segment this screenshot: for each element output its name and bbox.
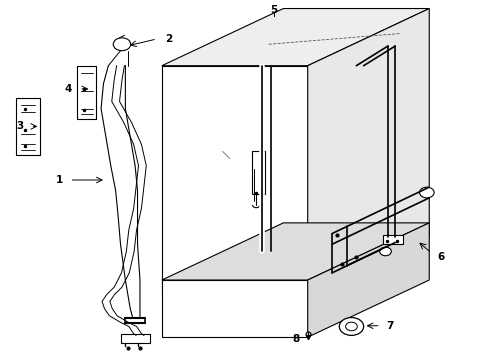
Text: 4: 4: [65, 84, 72, 94]
Circle shape: [339, 318, 363, 336]
Bar: [251, 152, 265, 194]
Circle shape: [113, 38, 130, 51]
Circle shape: [379, 247, 390, 256]
Text: 3: 3: [16, 121, 23, 131]
Circle shape: [345, 322, 357, 331]
Text: 7: 7: [386, 321, 393, 331]
Polygon shape: [162, 66, 307, 294]
Polygon shape: [307, 223, 428, 337]
Text: 1: 1: [56, 175, 63, 185]
Text: 5: 5: [269, 5, 277, 15]
Text: 6: 6: [437, 252, 444, 262]
Text: 8: 8: [291, 334, 299, 344]
Bar: [120, 334, 149, 342]
Circle shape: [419, 187, 433, 198]
Polygon shape: [162, 9, 428, 66]
Text: 2: 2: [165, 34, 172, 44]
Polygon shape: [307, 9, 428, 294]
Polygon shape: [162, 223, 428, 280]
Polygon shape: [162, 280, 307, 337]
Bar: [382, 235, 402, 244]
